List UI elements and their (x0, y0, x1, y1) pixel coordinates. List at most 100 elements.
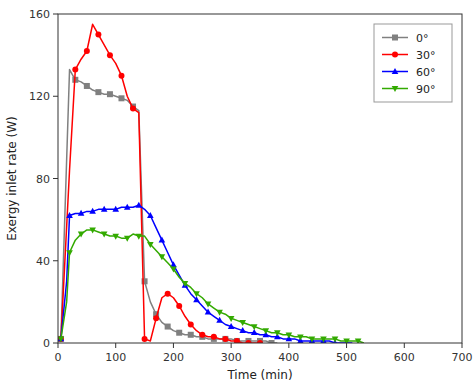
y-tick (53, 343, 58, 344)
x-tick-label: 400 (278, 351, 299, 364)
x-tick (288, 343, 289, 348)
data-point (89, 208, 96, 214)
data-point (66, 250, 73, 256)
data-point (199, 332, 205, 338)
x-tick (404, 343, 405, 348)
y-tick (53, 14, 58, 15)
series-line (61, 205, 352, 343)
data-point (188, 321, 194, 327)
legend-marker (392, 86, 399, 92)
series-line (61, 24, 260, 343)
y-tick-label: 80 (36, 173, 50, 186)
series-line (61, 230, 364, 343)
x-tick-label: 700 (452, 351, 473, 364)
axes: 0 100 200 300 400 500 600 700 0 40 80 120 160 (29, 8, 473, 364)
data-point (239, 320, 246, 326)
x-tick-label: 500 (336, 351, 357, 364)
data-point (95, 89, 101, 95)
legend-label: 60° (416, 66, 436, 79)
data-point (101, 206, 108, 212)
plot-data (58, 24, 364, 343)
data-point (147, 242, 154, 248)
legend-label: 90° (416, 83, 436, 96)
data-point (153, 315, 159, 321)
data-point (234, 338, 240, 343)
y-axis-label: Exergy inlet rate (W) (5, 116, 19, 241)
data-point (107, 52, 113, 58)
data-point (124, 236, 131, 242)
y-tick-label: 40 (36, 255, 50, 268)
data-point (228, 323, 235, 329)
data-point (136, 234, 143, 240)
data-point (136, 202, 143, 208)
series (58, 24, 263, 343)
data-point (222, 336, 228, 342)
data-point (159, 237, 166, 243)
data-point (84, 83, 90, 89)
legend-marker (392, 68, 399, 74)
data-point (309, 337, 316, 343)
x-axis-label: Time (min) (226, 368, 292, 382)
data-point (176, 330, 182, 336)
x-tick (462, 343, 463, 348)
x-tick (346, 343, 347, 348)
legend: 0° 30° 60° 90° (374, 24, 452, 102)
data-point (58, 336, 64, 342)
y-tick-label: 0 (43, 337, 50, 350)
data-point (182, 281, 189, 287)
data-point (262, 328, 269, 334)
data-point (239, 327, 246, 333)
data-point (95, 32, 101, 38)
x-tick (173, 343, 174, 348)
data-point (274, 330, 281, 336)
x-tick-label: 0 (55, 351, 62, 364)
x-tick-label: 100 (105, 351, 126, 364)
legend-marker (392, 35, 398, 41)
data-point (78, 232, 85, 238)
y-tick (53, 178, 58, 179)
data-point (320, 337, 327, 343)
data-point (58, 336, 64, 342)
data-point (188, 332, 194, 338)
data-point (142, 336, 148, 342)
y-tick-label: 160 (29, 8, 50, 21)
data-point (165, 291, 171, 297)
data-point (118, 95, 124, 101)
data-point (286, 332, 293, 338)
legend-label: 0° (416, 32, 429, 45)
data-point (205, 309, 212, 315)
data-point (176, 303, 182, 309)
y-tick (53, 96, 58, 97)
y-tick (53, 260, 58, 261)
data-point (124, 204, 131, 210)
series-line (61, 70, 277, 343)
data-point (251, 324, 258, 330)
x-tick-label: 600 (394, 351, 415, 364)
data-point (332, 336, 339, 342)
data-point (170, 267, 177, 273)
x-tick-label: 300 (221, 351, 242, 364)
legend-label: 30° (416, 49, 436, 62)
data-point (222, 336, 228, 342)
data-point (216, 317, 223, 323)
data-point (355, 339, 362, 343)
x-tick-label: 200 (163, 351, 184, 364)
y-tick-label: 120 (29, 90, 50, 103)
data-point (343, 339, 350, 343)
data-point (211, 334, 217, 340)
series (58, 228, 364, 343)
data-point (147, 212, 154, 218)
data-point (89, 228, 96, 234)
data-point (107, 91, 113, 97)
data-point (78, 210, 85, 216)
legend-marker (392, 52, 398, 58)
data-point (309, 336, 316, 342)
data-point (72, 67, 78, 73)
data-point (193, 291, 200, 297)
chart: 0 100 200 300 400 500 600 700 0 40 80 120 160 Time (m… (0, 0, 474, 389)
data-point (130, 106, 136, 112)
x-tick (231, 343, 232, 348)
data-point (234, 338, 240, 343)
x-tick (115, 343, 116, 348)
data-point (118, 73, 124, 79)
